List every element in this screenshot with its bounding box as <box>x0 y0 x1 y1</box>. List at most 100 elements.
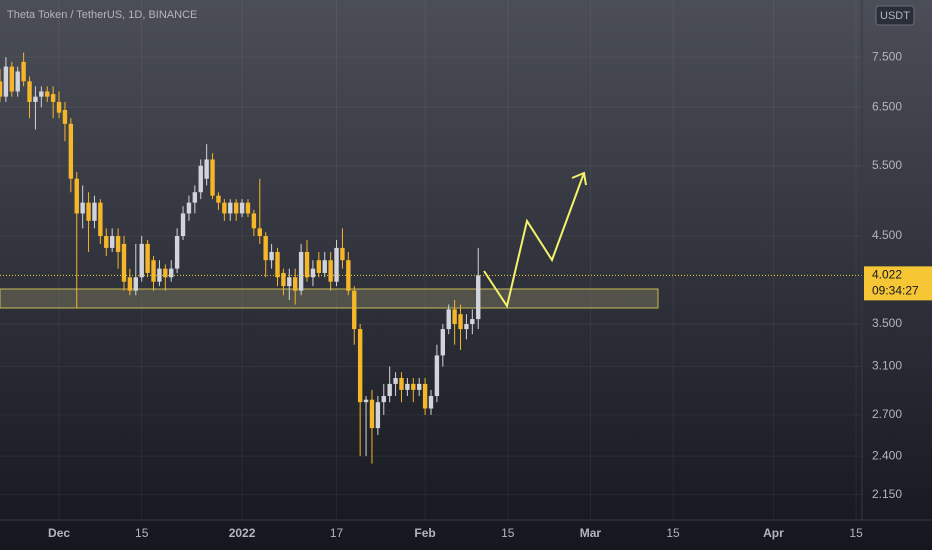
candle-body <box>56 101 62 113</box>
candle-body <box>405 383 410 390</box>
candle-body <box>222 202 227 214</box>
candle-body <box>33 96 38 102</box>
countdown-label: 09:34:27 <box>872 284 919 298</box>
candle-body <box>304 251 310 278</box>
candle-body <box>3 66 9 97</box>
y-tick-label: 5.500 <box>872 158 902 172</box>
candle-body <box>352 290 357 330</box>
candle-body <box>45 91 50 97</box>
x-tick-label: Mar <box>580 526 602 540</box>
candle-body <box>375 402 381 429</box>
candle-body <box>298 251 304 291</box>
candle-body <box>293 277 298 291</box>
currency-badge[interactable] <box>875 5 915 26</box>
candle-body <box>476 275 481 320</box>
y-tick-label: 6.500 <box>872 99 902 113</box>
candle-body <box>21 61 26 82</box>
x-tick-label: 17 <box>330 526 344 540</box>
candle-body <box>470 319 475 325</box>
candle-body <box>0 81 3 97</box>
candle-body <box>92 202 97 221</box>
candle-body <box>50 94 56 102</box>
x-tick-label: 15 <box>849 526 863 540</box>
projection-arrowhead <box>571 171 587 186</box>
candle-body <box>446 309 451 330</box>
y-tick-label: 3.100 <box>872 359 902 373</box>
candle-body <box>334 247 339 282</box>
x-tick-label: Dec <box>48 526 70 540</box>
candle-body <box>27 81 32 102</box>
candle-body <box>180 213 186 237</box>
candles <box>0 52 862 464</box>
candle-body <box>62 109 68 124</box>
x-tick-label: 2022 <box>229 526 256 540</box>
candle-body <box>310 268 316 278</box>
y-tick-label: 4.500 <box>872 228 902 242</box>
candle-body <box>127 277 133 291</box>
candle-body <box>204 159 209 179</box>
y-tick-label: 3.500 <box>872 316 902 330</box>
candle-body <box>151 260 156 282</box>
x-tick-label: Apr <box>763 526 784 540</box>
candle-body <box>139 243 144 278</box>
candle-body <box>210 159 215 196</box>
candle-body <box>239 202 245 214</box>
y-tick-label: 2.700 <box>872 407 902 421</box>
support-zone <box>0 288 659 309</box>
candle-body <box>9 66 15 92</box>
candle-body <box>192 192 198 203</box>
candle-body <box>174 236 180 269</box>
candle-body <box>393 378 398 384</box>
chart-title: Theta Token / TetherUS, 1D, BINANCE <box>7 9 197 21</box>
candle-body <box>86 202 91 221</box>
candle-body <box>322 260 327 273</box>
x-tick-label: 15 <box>135 526 149 540</box>
candle-body <box>104 236 109 248</box>
candle-body <box>316 260 322 273</box>
candle-body <box>428 395 434 409</box>
candle-body <box>411 383 416 390</box>
x-tick-label: 15 <box>666 526 680 540</box>
candle-body <box>228 202 233 214</box>
candle-body <box>233 202 239 214</box>
candle-body <box>275 251 280 278</box>
y-tick-label: 7.500 <box>872 49 902 63</box>
candle-body <box>109 236 115 248</box>
candle-body <box>458 314 463 330</box>
candle-body <box>287 277 292 287</box>
candle-body <box>464 324 469 330</box>
candle-body <box>269 251 274 261</box>
candle-body <box>216 195 221 203</box>
candle-body <box>39 91 44 97</box>
projection-path <box>483 172 585 309</box>
last-price-box <box>864 266 932 301</box>
candle-body <box>186 202 192 214</box>
candle-body <box>133 277 138 291</box>
candle-body <box>169 268 174 278</box>
candle-body <box>263 236 268 261</box>
candle-body <box>340 247 345 261</box>
x-tick-label: 15 <box>501 526 515 540</box>
candle-body <box>387 383 392 396</box>
candle-body <box>74 178 79 214</box>
candle-body <box>121 243 127 282</box>
candle-body <box>15 71 20 92</box>
y-tick-label: 2.400 <box>872 448 902 462</box>
y-tick-label: 2.150 <box>872 487 902 501</box>
candle-body <box>434 355 440 396</box>
candle-body <box>357 329 363 403</box>
candle-body <box>115 236 121 252</box>
candle-body <box>80 202 85 214</box>
candle-body <box>381 395 386 403</box>
last-price-label: 4.022 <box>872 268 902 282</box>
candle-body <box>416 383 422 390</box>
candle-body <box>369 399 375 429</box>
candle-body <box>399 378 404 390</box>
candle-body <box>198 165 203 193</box>
candle-body <box>440 329 446 356</box>
candle-body <box>145 243 150 273</box>
candle-body <box>245 202 251 214</box>
